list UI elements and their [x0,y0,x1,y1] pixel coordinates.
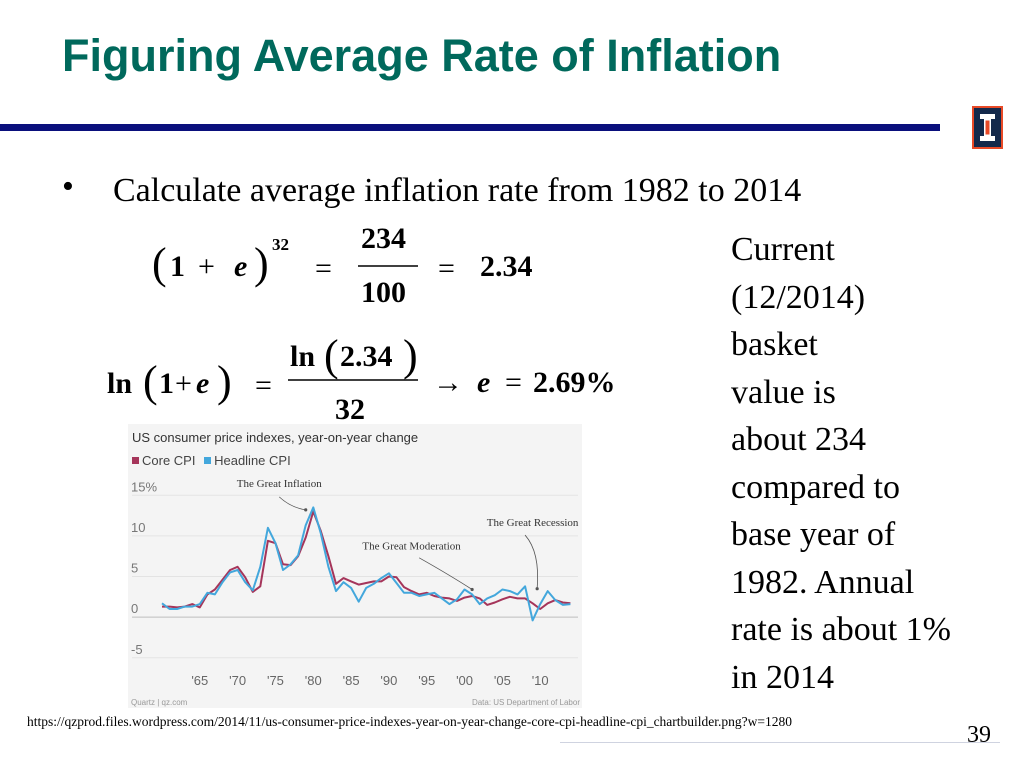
side-note: Current (12/2014) basket value is about … [731,226,1011,701]
page-number: 39 [967,722,991,748]
title-underline [0,124,940,131]
formula2-num-value: 2.34 [340,340,393,373]
x-tick-label: '90 [380,673,397,688]
formula1-var: e [234,250,247,283]
annotation-arrow [418,557,473,590]
side-note-line: value is [731,373,836,411]
formula2-plus: + [175,367,192,400]
formula1-numerator: 234 [361,222,406,255]
formula2-one: 1 [159,367,174,400]
side-note-line: (12/2014) [731,278,866,316]
x-tick-label: '95 [418,673,435,688]
annotation-arrowhead [304,508,308,512]
x-tick-label: '05 [494,673,511,688]
chart-legend: Core CPI Headline CPI [132,453,296,468]
formula-growth-ratio: ( 1 + e ) 32 = 234 100 = 2.34 [152,222,533,308]
annotation-arrow [278,496,306,511]
legend-label-core-cpi: Core CPI [142,453,196,468]
annotation-arrowhead [535,587,539,591]
series-line-core-cpi [162,510,571,610]
x-tick-label: '75 [267,673,284,688]
y-tick-label: 15% [131,479,157,494]
formula2-num-open-paren: ( [324,331,339,380]
x-tick-label: '10 [532,673,549,688]
formula2-result: 2.69% [533,366,616,399]
slide-title: Figuring Average Rate of Inflation [62,30,782,81]
formula1-open-paren: ( [152,239,167,288]
side-note-line: compared to [731,468,900,506]
annotation-the-great-inflation: The Great Inflation [237,478,322,490]
formula2-arrow-icon: → [433,366,463,399]
formula2-var-result: e [477,366,490,399]
annotation-the-great-recession: The Great Recession [487,517,579,529]
bullet-icon: • [62,168,74,205]
formula1-denominator: 100 [361,276,406,308]
x-tick-label: '00 [456,673,473,688]
side-note-line: about 234 [731,421,867,458]
y-tick-label: -5 [131,642,143,657]
footer-rule [560,742,1000,743]
formula1-equals-1: = [315,252,332,285]
chart-credit-right: Data: US Department of Labor [472,698,580,707]
formula1-plus: + [198,250,215,283]
formula2-denominator: 32 [335,393,365,425]
x-tick-label: '65 [191,673,208,688]
legend-swatch-headline-cpi [204,457,212,464]
x-tick-label: '85 [343,673,360,688]
y-tick-label: 5 [131,561,138,576]
side-note-line: Current [731,231,835,268]
formula1-close-paren: ) [254,239,269,288]
formula1-exponent: 32 [272,235,289,254]
x-tick-label: '70 [229,673,246,688]
formula2-ln-left: ln [107,367,132,400]
legend-item-core-cpi: Core CPI [132,453,195,468]
source-url: https://qzprod.files.wordpress.com/2014/… [27,714,793,729]
formula2-ln-num: ln [290,340,315,373]
university-logo [972,106,1003,149]
bullet-text: Calculate average inflation rate from 19… [113,172,802,209]
chart-title: US consumer price indexes, year-on-year … [132,430,419,445]
annotation-the-great-moderation: The Great Moderation [362,541,461,553]
formula2-equals-1: = [255,369,272,402]
cpi-chart: US consumer price indexes, year-on-year … [128,424,582,708]
side-note-line: 1982. Annual [731,563,915,601]
formula2-var: e [196,367,209,400]
chart-credit-left: Quartz | qz.com [131,698,188,707]
x-tick-label: '80 [305,673,322,688]
chart-plot: The Great Inflation The Great Moderation T… [131,478,580,707]
formula2-num-close-paren: ) [403,331,418,380]
legend-label-headline-cpi: Headline CPI [214,453,291,468]
side-note-line: rate is about 1% [731,611,951,648]
series-line-headline-cpi [161,506,571,622]
side-note-line: basket [731,326,818,363]
formula2-equals-2: = [505,366,522,399]
formula2-close-paren: ) [217,357,232,406]
side-note-line: base year of [731,516,896,553]
formula-log-solution: ln ( 1 + e ) = ln ( 2.34 ) 32 → e = 2.69… [107,331,616,425]
y-tick-label: 0 [131,601,138,616]
legend-item-headline-cpi: Headline CPI [204,453,291,468]
annotation-arrow [524,534,539,589]
formula1-equals-2: = [438,252,455,285]
formula1-result: 2.34 [480,250,533,283]
side-note-line: in 2014 [731,658,834,696]
annotation-arrowhead [470,587,474,592]
formula1-one: 1 [170,250,185,283]
y-tick-label: 10 [131,520,145,535]
legend-swatch-core-cpi [132,457,139,464]
formula2-open-paren: ( [143,357,158,406]
